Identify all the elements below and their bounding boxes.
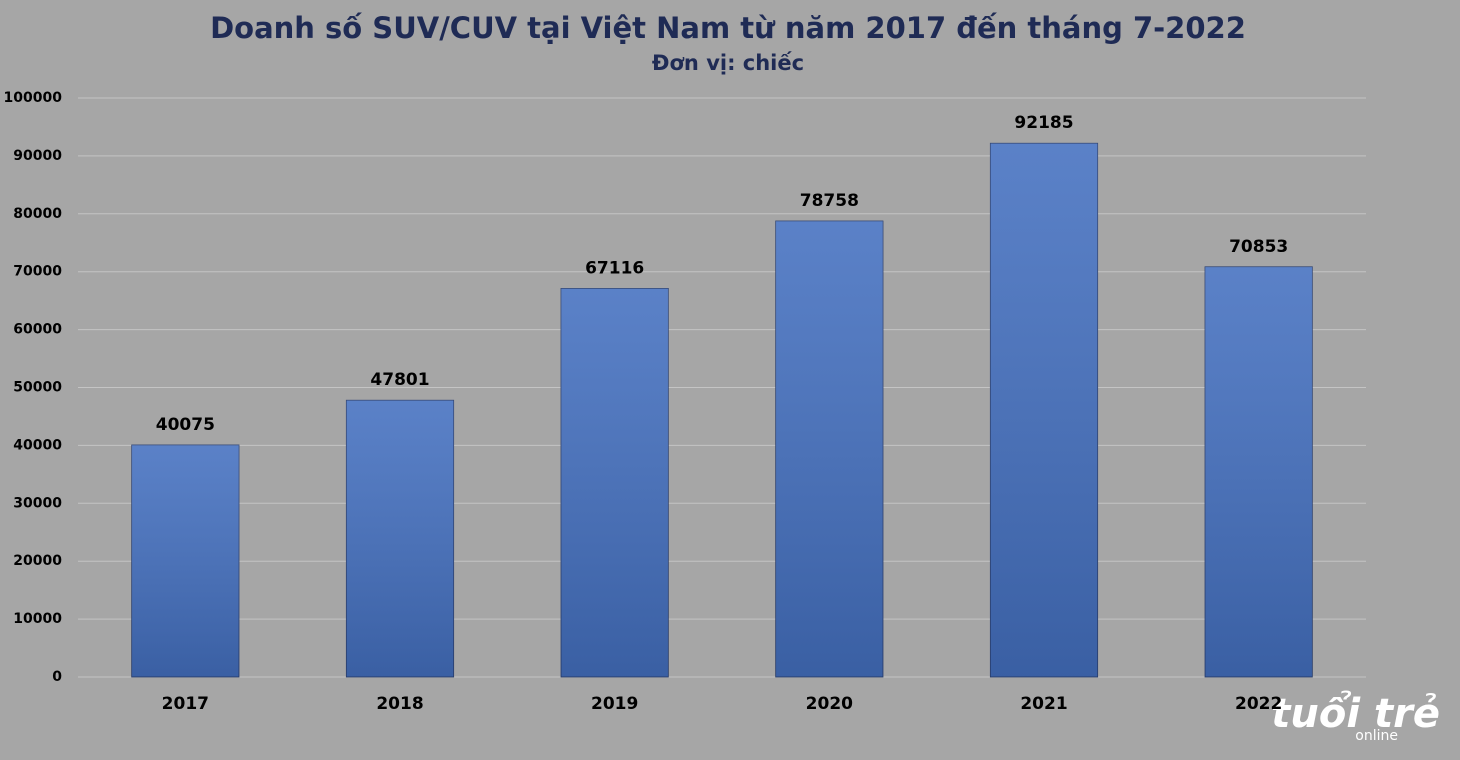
y-tick-label: 70000 <box>13 264 62 280</box>
value-label: 78758 <box>800 191 859 211</box>
value-label: 70853 <box>1229 237 1288 257</box>
bar <box>345 399 455 678</box>
y-tick-label: 50000 <box>13 380 62 396</box>
value-label: 67116 <box>585 258 644 278</box>
y-tick-label: 0 <box>52 669 62 685</box>
logo: tuổi trẻ <box>1271 689 1440 737</box>
y-tick-label: 100000 <box>4 90 63 106</box>
bar <box>560 287 669 678</box>
chart-subtitle: Đơn vị: chiếc <box>652 51 804 75</box>
y-tick-label: 10000 <box>13 611 62 627</box>
bar <box>775 220 884 678</box>
y-tick-label: 90000 <box>13 148 62 164</box>
x-tick-label: 2017 <box>162 694 209 714</box>
y-tick-label: 60000 <box>13 322 62 338</box>
y-tick-label: 80000 <box>13 206 62 222</box>
value-label: 92185 <box>1014 113 1073 133</box>
x-tick-label: 2018 <box>376 694 423 714</box>
value-label: 40075 <box>156 415 215 435</box>
x-tick-label: 2019 <box>591 694 638 714</box>
bar <box>131 444 240 678</box>
y-tick-label: 20000 <box>13 553 62 569</box>
x-tick-label: 2022 <box>1235 694 1282 714</box>
logo-sub: online <box>1355 728 1398 744</box>
bar <box>1204 266 1313 678</box>
y-tick-label: 30000 <box>13 495 62 511</box>
x-tick-label: 2021 <box>1020 694 1067 714</box>
y-tick-label: 40000 <box>13 437 62 453</box>
value-label: 47801 <box>370 370 429 390</box>
bar <box>989 142 1099 678</box>
x-tick-label: 2020 <box>806 694 853 714</box>
chart-title: Doanh số SUV/CUV tại Việt Nam từ năm 201… <box>210 11 1246 45</box>
